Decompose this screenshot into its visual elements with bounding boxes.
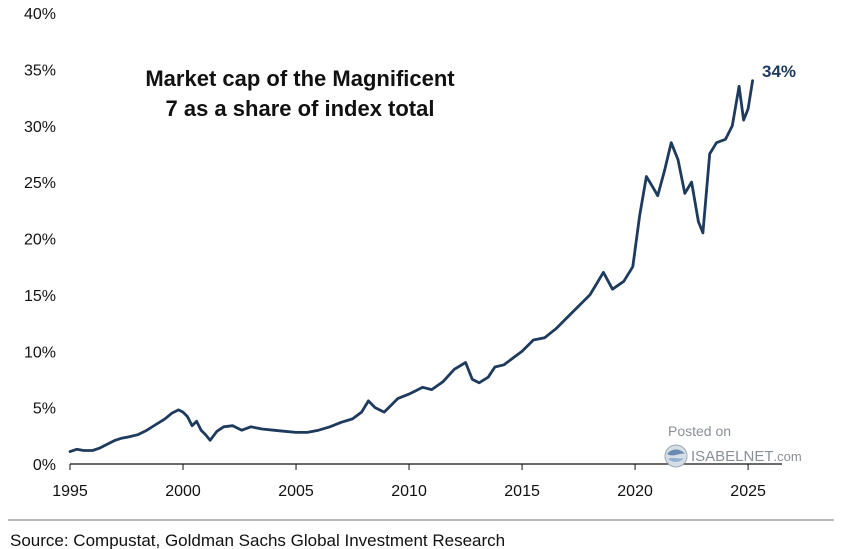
x-tick-label: 2005 [278, 483, 314, 500]
source-note: Source: Compustat, Goldman Sachs Global … [10, 531, 505, 549]
watermark-brand-name: ISABELNET [691, 448, 774, 465]
x-axis-ticks: 1995 2000 2005 2010 2015 2020 2025 [52, 464, 766, 500]
x-tick-label: 2010 [391, 483, 427, 500]
chart-title-line-2: 7 as a share of index total [166, 96, 435, 121]
series-line-mag7-share [68, 79, 754, 453]
y-tick-label: 25% [24, 175, 56, 192]
watermark: Posted on ISABELNET.com [664, 423, 802, 468]
isabelnet-logo-icon [664, 444, 688, 468]
y-axis-ticks: 0% 5% 10% 15% 20% 25% 30% 35% 40% [24, 6, 56, 474]
y-tick-label: 40% [24, 6, 56, 23]
x-tick-label: 2025 [730, 483, 766, 500]
chart-title-line-1: Market cap of the Magnificent [145, 66, 455, 91]
watermark-brand-suffix: .com [774, 449, 802, 464]
y-tick-label: 5% [33, 401, 56, 418]
watermark-posted-on: Posted on [668, 423, 731, 439]
y-tick-label: 15% [24, 288, 56, 305]
y-tick-label: 20% [24, 232, 56, 249]
x-tick-label: 1995 [52, 483, 88, 500]
x-tick-label: 2020 [617, 483, 653, 500]
y-tick-label: 0% [33, 457, 56, 474]
y-tick-label: 30% [24, 119, 56, 136]
end-value-label: 34% [762, 62, 796, 81]
y-tick-label: 35% [24, 62, 56, 79]
watermark-brand: ISABELNET.com [691, 448, 802, 465]
y-tick-label: 10% [24, 344, 56, 361]
x-tick-label: 2015 [504, 483, 540, 500]
x-tick-label: 2000 [165, 483, 201, 500]
